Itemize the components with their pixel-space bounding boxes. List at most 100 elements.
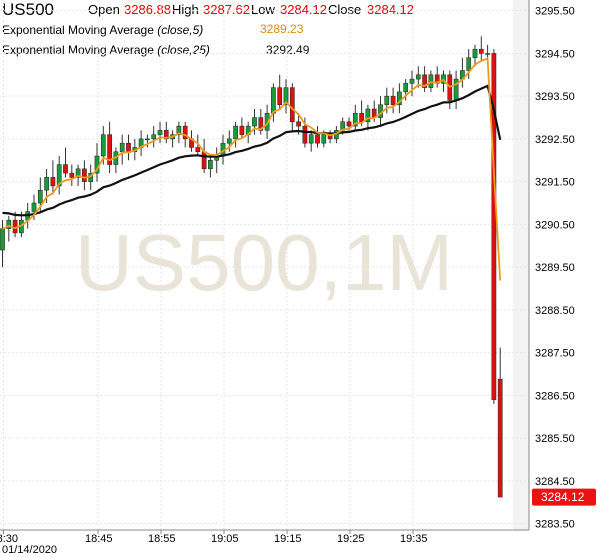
- x-tick-label: 18:30: [0, 533, 18, 545]
- y-tick-label: 3287.50: [535, 348, 575, 360]
- watermark: US500,1M: [75, 218, 453, 307]
- candle-down: [497, 378, 503, 498]
- candle-up: [145, 138, 150, 141]
- candle-down: [69, 172, 75, 178]
- candle-up: [208, 160, 213, 170]
- last-price-tag: 3284.12: [532, 488, 596, 506]
- ema-fast-value: 3289.23: [260, 22, 304, 36]
- candle-up: [384, 95, 390, 105]
- candle-down: [478, 48, 484, 54]
- candle-up: [119, 142, 125, 152]
- ema-fast-line: [2, 57, 502, 281]
- open-value: 3286.88: [124, 2, 171, 17]
- last-price-tag-box: [532, 488, 596, 506]
- candle-up: [409, 78, 415, 84]
- x-tick-label: 19:35: [400, 533, 428, 545]
- ema-slow-label: Exponential Moving Average: [2, 43, 154, 57]
- candle-up: [428, 74, 434, 88]
- candle-up: [176, 125, 182, 135]
- ema-fast-label: Exponential Moving Average: [2, 23, 154, 37]
- x-tick-label: 18:55: [148, 533, 176, 545]
- candle-up: [75, 168, 81, 178]
- candle-up: [352, 113, 358, 127]
- candle-down: [107, 134, 112, 165]
- last-price-tag-text: 3284.12: [541, 490, 585, 504]
- y-tick-label: 3289.50: [535, 262, 575, 274]
- candle-up: [472, 48, 478, 58]
- low-value: 3284.12: [280, 2, 327, 17]
- candle-down: [359, 113, 364, 123]
- candle-down: [239, 125, 245, 135]
- x-axis: 18:30 18:45 18:55 19:05 19:15 19:25 19:35: [0, 530, 428, 545]
- candle-down: [201, 151, 207, 170]
- candle-up: [466, 57, 472, 71]
- candle-up: [415, 74, 421, 80]
- y-tick-label: 3293.50: [535, 91, 575, 103]
- candle-up: [252, 117, 257, 127]
- candle-up: [397, 91, 402, 105]
- candle-up: [321, 134, 327, 144]
- candle-up: [226, 138, 232, 144]
- y-tick-label: 3290.50: [535, 219, 575, 231]
- candle-down: [63, 164, 68, 174]
- candle-up: [31, 202, 37, 212]
- y-tick-label: 3292.50: [535, 134, 575, 146]
- ema-slow-line: [2, 84, 502, 217]
- candle-down: [390, 95, 396, 105]
- date-label: 01/14/2020: [2, 544, 57, 556]
- y-tick-label: 3285.50: [535, 433, 575, 445]
- candle-down: [491, 53, 497, 400]
- candle-down: [302, 125, 308, 144]
- ema-fast-legend: Exponential Moving Average (close,5): [2, 23, 203, 37]
- candle-down: [82, 168, 87, 182]
- candle-down: [195, 147, 201, 152]
- candle-up: [151, 134, 157, 140]
- candle-up: [6, 219, 12, 229]
- ema-fast-params: (close,5): [157, 23, 204, 37]
- x-tick-label: 19:05: [211, 533, 239, 545]
- candle-up: [283, 87, 289, 105]
- candle-up: [403, 83, 409, 93]
- y-tick-label: 3286.50: [535, 390, 575, 402]
- x-tick-label: 19:25: [337, 533, 365, 545]
- y-tick-label: 3291.50: [535, 177, 575, 189]
- y-tick-label: 3284.50: [535, 476, 575, 488]
- candle-down: [163, 130, 169, 140]
- y-tick-label: 3294.50: [535, 48, 575, 60]
- candle-up: [157, 130, 163, 135]
- close-label: Close: [328, 2, 362, 17]
- high-value: 3287.62: [203, 2, 250, 17]
- symbol-title: US500: [2, 0, 54, 19]
- candle-up: [56, 164, 62, 187]
- open-label: Open: [88, 2, 120, 17]
- candle-up: [271, 87, 276, 114]
- low-label: Low: [251, 2, 275, 17]
- candle-down: [315, 134, 320, 144]
- candle-down: [289, 87, 295, 123]
- candle-up: [485, 53, 490, 55]
- grid: [0, 0, 529, 530]
- candle-down: [12, 219, 18, 234]
- candle-up: [37, 189, 43, 204]
- candle-up: [100, 134, 106, 157]
- candle-down: [277, 87, 283, 105]
- candle-up: [308, 134, 314, 144]
- candle-down: [126, 142, 131, 152]
- y-tick-label: 3288.50: [535, 305, 575, 317]
- candle-up: [233, 125, 238, 140]
- high-label: High: [172, 2, 199, 17]
- candle-down: [296, 121, 301, 127]
- candle-up: [44, 177, 49, 191]
- candle-down: [50, 177, 56, 187]
- x-tick-label: 18:45: [85, 533, 113, 545]
- y-axis: 3283.50 3284.50 3285.50 3286.50 3287.50 3288.…: [535, 6, 575, 531]
- y-tick-label: 3283.50: [535, 519, 575, 531]
- candle-down: [346, 121, 352, 127]
- candle-down: [422, 74, 427, 88]
- candle-up: [365, 108, 371, 123]
- x-tick-label: 19:15: [274, 533, 302, 545]
- candle-down: [182, 125, 188, 140]
- future-shade: [513, 0, 529, 530]
- y-tick-label: 3295.50: [535, 6, 575, 18]
